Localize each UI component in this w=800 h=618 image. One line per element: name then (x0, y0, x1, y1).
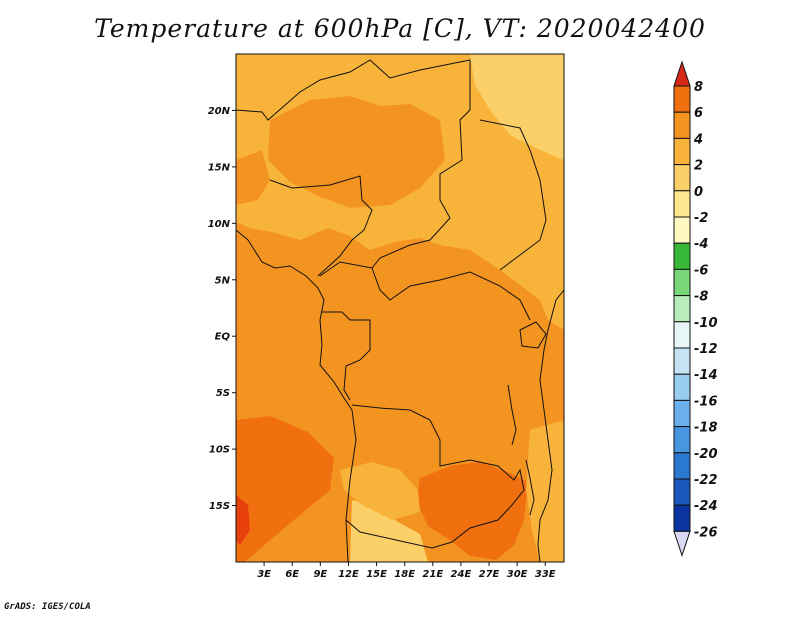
y-tick-label: 20N (208, 106, 231, 117)
lake-victoria (519, 321, 547, 349)
x-tick-label: 15E (366, 569, 387, 580)
y-tick-label: 10S (209, 445, 230, 456)
border-lines-central (371, 267, 531, 321)
colorbar-bin (673, 164, 691, 192)
colorbar-label: -26 (694, 525, 718, 540)
coastline-west (236, 229, 357, 562)
grads-credit: GrADS: IGES/COLA (4, 602, 91, 612)
colorbar-bin (673, 242, 691, 270)
field-region-southern-mid (340, 462, 420, 520)
lake-tanganyika (507, 384, 517, 446)
y-axis: 20N 15N 10N 5N EQ 5S 10S 15S (208, 106, 236, 512)
x-tick-label: 6E (285, 569, 299, 580)
colorbar-label: -14 (694, 368, 718, 383)
colorbar-bin (673, 504, 691, 532)
colorbar-bin (673, 85, 691, 113)
map-frame (235, 53, 565, 563)
field-region-southern-cool (350, 500, 428, 562)
y-tick-label: 15N (208, 162, 231, 173)
lake-malawi (525, 459, 535, 516)
colorbar-label: -22 (694, 473, 718, 488)
colorbar-label: 0 (694, 185, 703, 200)
colorbar-bin (673, 321, 691, 349)
field-region-warm-sahel (268, 96, 445, 208)
colorbar-label: 6 (694, 106, 703, 121)
map-borders (236, 59, 564, 562)
colorbar-bin (673, 478, 691, 506)
x-tick-label: 12E (338, 569, 359, 580)
colorbar-bin (673, 111, 691, 139)
y-tick-label: 5N (215, 275, 231, 286)
border-lines-east (479, 119, 547, 271)
field-region-warm-west (236, 150, 270, 205)
x-tick-label: 9E (313, 569, 327, 580)
colorbar-top-arrow (673, 60, 691, 87)
colorbar-bin (673, 426, 691, 454)
x-tick-label: 3E (257, 569, 271, 580)
colorbar: 8 6 4 2 0 -2 -4 -6 -8 -10 -12 -14 -16 -18 -20 -22 -24 -26 (673, 60, 718, 557)
y-tick-label: 5S (216, 388, 230, 399)
field-region-hot-patch (236, 495, 250, 545)
chart-title: Temperature at 600hPa [C], VT: 202004240… (94, 14, 706, 43)
y-tick-label: 15S (209, 501, 230, 512)
colorbar-bin (673, 373, 691, 401)
colorbar-bin (673, 216, 691, 244)
colorbar-label: -18 (694, 421, 718, 436)
colorbar-label: -16 (694, 394, 718, 409)
border-lines-south (345, 404, 525, 549)
border-lines-north (236, 59, 471, 277)
colorbar-label: 8 (694, 80, 703, 95)
field-region-mozambique (526, 420, 564, 562)
field-region-northeast-cool (470, 54, 564, 160)
colorbar-label: -20 (694, 447, 718, 462)
field-region-southeast-warm (416, 462, 528, 560)
colorbar-bottom-arrow (673, 530, 691, 557)
colorbar-bin (673, 268, 691, 297)
x-tick-label: 33E (535, 569, 556, 580)
colorbar-bin (673, 452, 691, 480)
temperature-field (236, 54, 564, 562)
y-tick-label: 10N (208, 219, 231, 230)
colorbar-label: -4 (694, 237, 708, 252)
x-tick-label: 18E (394, 569, 415, 580)
x-axis: 3E 6E 9E 12E 15E 18E 21E 24E 27E 30E 33E (257, 562, 556, 580)
coastline-east (537, 289, 564, 562)
field-region-southwest-warm (236, 416, 334, 562)
colorbar-label: -8 (694, 290, 708, 305)
colorbar-bin (673, 399, 691, 428)
y-tick-label: EQ (215, 332, 231, 343)
colorbar-label: 2 (694, 159, 703, 174)
colorbar-label: -6 (694, 263, 708, 278)
colorbar-label: 4 (693, 132, 703, 147)
x-tick-label: 21E (422, 569, 443, 580)
border-lines-congo (322, 311, 371, 401)
colorbar-bin (673, 137, 691, 166)
colorbar-label: -24 (694, 499, 718, 514)
x-tick-label: 27E (479, 569, 500, 580)
colorbar-label: -2 (694, 211, 708, 226)
colorbar-bin (673, 295, 691, 323)
colorbar-bin (673, 347, 691, 375)
colorbar-bin (673, 190, 691, 218)
x-tick-label: 24E (451, 569, 472, 580)
colorbar-label: -10 (694, 316, 718, 331)
colorbar-label: -12 (694, 342, 718, 357)
x-tick-label: 30E (507, 569, 528, 580)
border-lines-nigeria-chad (269, 175, 373, 277)
